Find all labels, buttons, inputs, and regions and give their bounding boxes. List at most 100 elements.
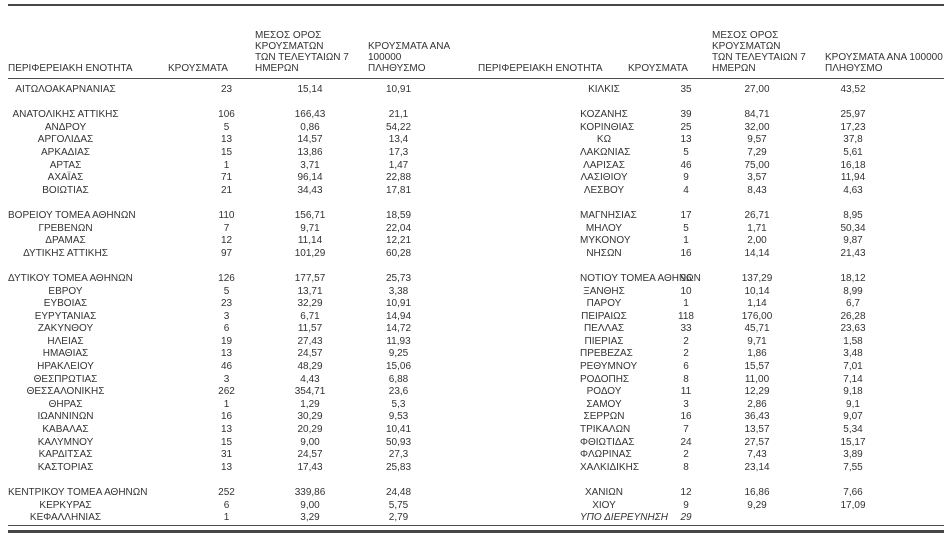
cases-cell: 118 (678, 310, 694, 322)
cases-cell: 71 (220, 172, 233, 184)
region-cell: ΚΟΖΑΝΗΣ (580, 109, 628, 121)
avg7-cell: 32,00 (744, 121, 770, 133)
region-cell: ΛΑΡΙΣΑΣ (583, 159, 625, 171)
per100k-cell: 6,88 (388, 373, 409, 385)
per100k-cell: 17,3 (388, 146, 409, 158)
avg7-cell: 7,29 (747, 146, 767, 158)
region-cell: ΑΝΔΡΟΥ (44, 121, 87, 133)
cases-cell: 23 (220, 298, 233, 310)
per100k-cell: 60,28 (385, 247, 412, 259)
avg7-cell: 34,43 (297, 184, 323, 196)
region-cell: ΖΑΚΥΝΘΟΥ (37, 323, 94, 335)
empty-cell (472, 197, 628, 210)
region-cell: ΦΛΩΡΙΝΑΣ (580, 449, 632, 461)
cases-cell: 5 (223, 285, 230, 297)
cases-cell: 21 (220, 184, 233, 196)
empty-cell (168, 474, 255, 487)
avg7-cell: 2,86 (747, 398, 767, 410)
region-cell: ΡΕΘΥΜΝΟΥ (580, 361, 638, 373)
region-cell: ΚΑΣΤΟΡΙΑΣ (37, 461, 94, 473)
empty-cell (365, 474, 472, 487)
per100k-cell: 17,23 (840, 121, 866, 133)
avg7-cell: 9,00 (300, 499, 320, 511)
per100k-cell: 50,34 (840, 222, 866, 234)
region-cell: ΜΑΓΝΗΣΙΑΣ (580, 209, 637, 221)
empty-cell (628, 260, 712, 273)
per100k-cell: 1,58 (843, 335, 863, 347)
per100k-cell: 1,47 (388, 159, 409, 171)
region-cell: ΑΧΑΪΑΣ (47, 172, 84, 184)
per100k-cell: 3,38 (388, 285, 409, 297)
per100k-cell: 43,52 (840, 84, 866, 95)
region-cell: ΘΗΡΑΣ (48, 398, 83, 410)
top-rule (8, 4, 944, 6)
cases-cell: 33 (680, 323, 692, 335)
region-cell: ΙΩΑΝΝΙΝΩΝ (37, 411, 94, 423)
per100k-cell: 11,93 (386, 335, 411, 347)
empty-cell (628, 97, 712, 110)
empty-cell (628, 197, 712, 210)
empty-cell (168, 260, 255, 273)
avg7-cell: 15,57 (744, 361, 770, 373)
table-row: ΗΡΑΚΛΕΙΟΥ 46 48,29 15,06 ΡΕΘΥΜΝΟΥ 6 15,57 7,01 (8, 361, 944, 374)
avg7-cell: 36,43 (744, 411, 770, 423)
cases-cell: 25 (680, 121, 692, 133)
region-cell: ΔΥΤΙΚΟΥ ΤΟΜΕΑ ΑΘΗΝΩΝ (8, 272, 133, 284)
avg7-cell: 45,71 (744, 323, 770, 335)
cases-cell: 1 (223, 398, 230, 410)
region-cell: ΓΡΕΒΕΝΩΝ (38, 222, 93, 234)
per100k-cell: 9,1 (846, 398, 860, 410)
avg7-cell: 137,29 (741, 272, 773, 284)
avg7-cell: 9,71 (747, 335, 767, 347)
region-cell: ΑΡΚΑΔΙΑΣ (41, 146, 90, 158)
table-row: ΑΝΔΡΟΥ 5 0,86 54,22 ΚΟΡΙΝΘΙΑΣ 25 32,00 17,23 (8, 122, 944, 135)
cases-cell: 262 (218, 386, 235, 398)
region-cell: ΗΜΑΘΙΑΣ (42, 348, 89, 360)
table-row: ΑΙΤΩΛΟΑΚΑΡΝΑΝΙΑΣ 23 15,14 10,91 ΚΙΛΚΙΣ 35 27,0… (8, 79, 944, 97)
per100k-cell: 3,48 (843, 348, 863, 360)
avg7-cell: 176,00 (741, 310, 773, 322)
empty-cell (255, 260, 365, 273)
cases-cell: 126 (218, 272, 235, 284)
spacer-row (8, 197, 944, 210)
region-cell: ΑΝΑΤΟΛΙΚΗΣ ΑΤΤΙΚΗΣ (12, 109, 119, 121)
region-cell: ΚΑΡΔΙΤΣΑΣ (38, 449, 93, 461)
per100k-cell: 7,66 (843, 487, 863, 498)
cases-cell: 8 (683, 461, 689, 473)
avg7-cell (712, 512, 822, 526)
cases-cell: 5 (223, 121, 230, 133)
region-cell: ΚΟΡΙΝΘΙΑΣ (580, 121, 635, 133)
region-header-left: ΠΕΡΙΦΕΡΕΙΑΚΗ ΕΝΟΤΗΤΑ (8, 6, 168, 79)
region-cell: ΚΕΝΤΡΙΚΟΥ ΤΟΜΕΑ ΑΘΗΝΩΝ (8, 487, 148, 498)
table-row: ΖΑΚΥΝΘΟΥ 6 11,57 14,72 ΠΕΛΛΑΣ 33 45,71 23,63 (8, 323, 944, 336)
empty-cell (472, 474, 628, 487)
cases-cell: 11 (680, 386, 692, 398)
avg7-cell: 16,86 (744, 487, 770, 498)
table-row: ΚΕΡΚΥΡΑΣ 6 9,00 5,75 ΧΙΟΥ 9 9,29 17,09 (8, 500, 944, 513)
cases-cell: 1 (683, 235, 689, 247)
cases-cell: 8 (683, 373, 689, 385)
avg7-cell: 1,14 (747, 298, 767, 310)
per100k-cell: 9,18 (843, 386, 863, 398)
per100k-cell: 9,53 (388, 411, 409, 423)
table-row: ΒΟΡΕΙΟΥ ΤΟΜΕΑ ΑΘΗΝΩΝ 110 156,71 18,59 ΜΑΓΝΗΣ… (8, 210, 944, 223)
region-cell: ΠΙΕΡΙΑΣ (584, 335, 624, 347)
cases-cell: 1 (168, 512, 255, 526)
cases-cell: 5 (683, 222, 689, 234)
empty-cell (365, 260, 472, 273)
cases-cell: 12 (220, 235, 233, 247)
avg7-cell: 1,71 (747, 222, 767, 234)
avg7-cell: 27,57 (744, 436, 770, 448)
region-cell: ΜΗΛΟΥ (585, 222, 623, 234)
cases-cell: 12 (680, 487, 692, 498)
avg7-cell: 4,43 (300, 373, 320, 385)
per100k-cell: 5,34 (843, 424, 863, 436)
per100k-cell: 18,12 (840, 272, 866, 284)
region-cell: ΚΕΡΚΥΡΑΣ (39, 499, 92, 511)
cases-cell: 10 (680, 285, 692, 297)
per100k-cell: 24,48 (385, 487, 412, 498)
avg7-cell: 30,29 (297, 411, 323, 423)
cases-cell: 16 (680, 247, 692, 259)
region-cell: ΞΑΝΘΗΣ (583, 285, 625, 297)
